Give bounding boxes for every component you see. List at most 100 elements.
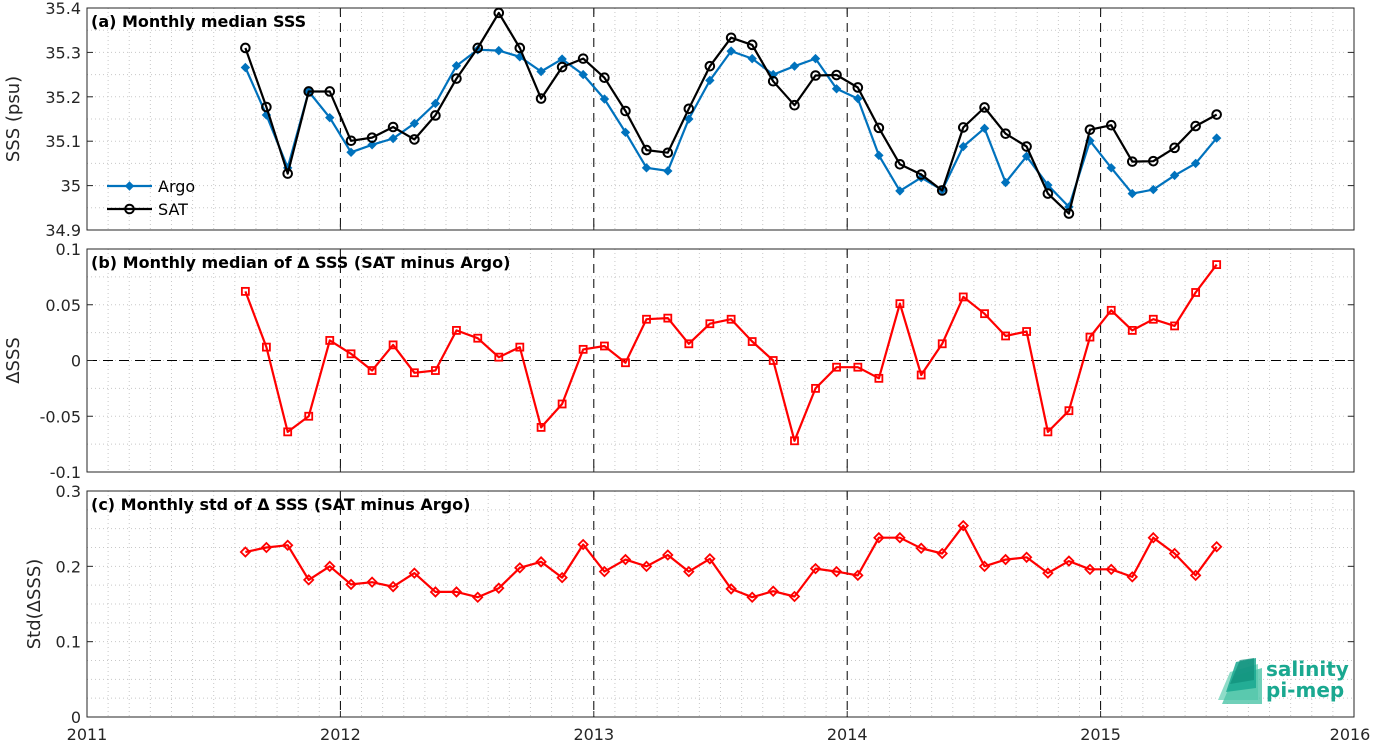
data-point <box>1126 156 1138 167</box>
data-point <box>325 336 335 345</box>
panel-title: (b) Monthly median of Δ SSS (SAT minus A… <box>91 253 510 272</box>
y-tick-label: 35.3 <box>45 43 81 62</box>
panel-c: 0 0.1 0.2 0.3 Std(ΔSSS) (c) Monthly std of Δ … <box>24 482 1355 727</box>
data-point <box>303 86 315 97</box>
y-tick-label: 35 <box>61 177 81 196</box>
data-point <box>261 101 272 113</box>
data-point <box>1190 120 1201 132</box>
data-point <box>409 118 420 129</box>
data-point <box>831 84 842 94</box>
data-point <box>1042 567 1054 579</box>
data-point <box>471 591 484 603</box>
data-point <box>600 341 609 351</box>
panel-title: (a) Monthly median SSS <box>91 12 306 31</box>
y-axis-label: Std(ΔSSS) <box>24 559 45 650</box>
data-point <box>663 313 673 323</box>
legend-marker <box>124 181 135 191</box>
data-point <box>1000 177 1011 188</box>
data-point <box>1191 288 1201 297</box>
y-tick-label: 0.2 <box>56 557 81 576</box>
data-point <box>494 352 504 362</box>
data-point <box>409 134 420 145</box>
y-tick-label: 0 <box>71 708 81 727</box>
data-point <box>451 73 462 84</box>
data-point <box>873 122 885 134</box>
data-point <box>514 562 526 574</box>
y-tick-label: 34.9 <box>45 221 81 240</box>
data-point <box>452 325 461 335</box>
data-point <box>662 147 674 159</box>
data-point <box>598 565 611 578</box>
data-point <box>747 53 757 64</box>
y-tick-label: 0 <box>71 352 81 371</box>
data-point <box>704 553 716 565</box>
data-point <box>1020 551 1033 564</box>
data-point <box>683 565 695 578</box>
data-point <box>683 103 695 115</box>
legend: Argo SAT <box>107 177 195 219</box>
data-point <box>577 53 589 64</box>
data-point <box>578 69 588 80</box>
data-point <box>767 75 779 87</box>
x-tick-label: 2013 <box>573 725 614 744</box>
data-point <box>1148 314 1158 324</box>
data-point <box>473 333 483 343</box>
data-point <box>387 121 399 133</box>
data-point <box>535 556 547 568</box>
data-point <box>430 110 441 121</box>
data-point <box>790 436 799 446</box>
data-point <box>240 42 251 54</box>
panel-title: (c) Monthly std of Δ SSS (SAT minus Argo… <box>91 495 470 514</box>
data-point <box>895 299 905 309</box>
data-point <box>789 99 800 111</box>
data-point <box>619 553 632 566</box>
data-point <box>663 166 673 176</box>
data-point <box>1211 133 1222 143</box>
y-tick-label: -0.1 <box>50 463 81 482</box>
data-point <box>599 72 610 84</box>
data-point <box>915 542 927 555</box>
data-point <box>515 342 525 352</box>
data-point <box>937 339 947 349</box>
y-tick-label: 0.1 <box>56 633 81 652</box>
logo: salinity pi-mep <box>1218 657 1349 704</box>
data-point <box>830 565 843 578</box>
data-point <box>832 362 841 372</box>
y-axis-label: ΔSSS <box>3 337 24 384</box>
data-point <box>367 366 377 375</box>
data-point <box>283 427 293 437</box>
data-point <box>1169 170 1180 181</box>
panel-b: -0.1 -0.05 0 0.05 0.1 ΔSSS (b) Monthly median … <box>3 240 1355 482</box>
data-point <box>915 169 927 180</box>
data-point <box>1126 571 1139 583</box>
data-point <box>302 574 315 586</box>
grid <box>87 8 1354 230</box>
series-line <box>244 11 1218 215</box>
x-tick-label: 2016 <box>1330 725 1371 744</box>
data-point <box>957 519 970 532</box>
data-point <box>979 123 990 134</box>
data-point <box>809 562 822 575</box>
data-point <box>705 319 715 329</box>
data-point <box>1127 325 1137 335</box>
data-point <box>304 411 314 421</box>
x-tick-label: 2011 <box>67 725 108 744</box>
data-point <box>366 576 378 588</box>
data-point <box>346 147 356 158</box>
x-tick-label: 2012 <box>320 725 361 744</box>
logo-text-line1: salinity <box>1266 657 1349 681</box>
data-point <box>345 578 357 591</box>
data-point <box>789 61 800 71</box>
data-point <box>894 531 906 544</box>
data-point <box>746 39 758 51</box>
data-point <box>810 70 821 81</box>
data-point <box>999 553 1012 566</box>
data-point <box>640 560 653 573</box>
data-point <box>535 93 547 104</box>
y-tick-label: 0.05 <box>45 296 81 315</box>
legend-label: SAT <box>158 200 188 219</box>
data-point <box>240 62 251 73</box>
data-point <box>1001 331 1010 341</box>
data-point <box>662 549 674 561</box>
